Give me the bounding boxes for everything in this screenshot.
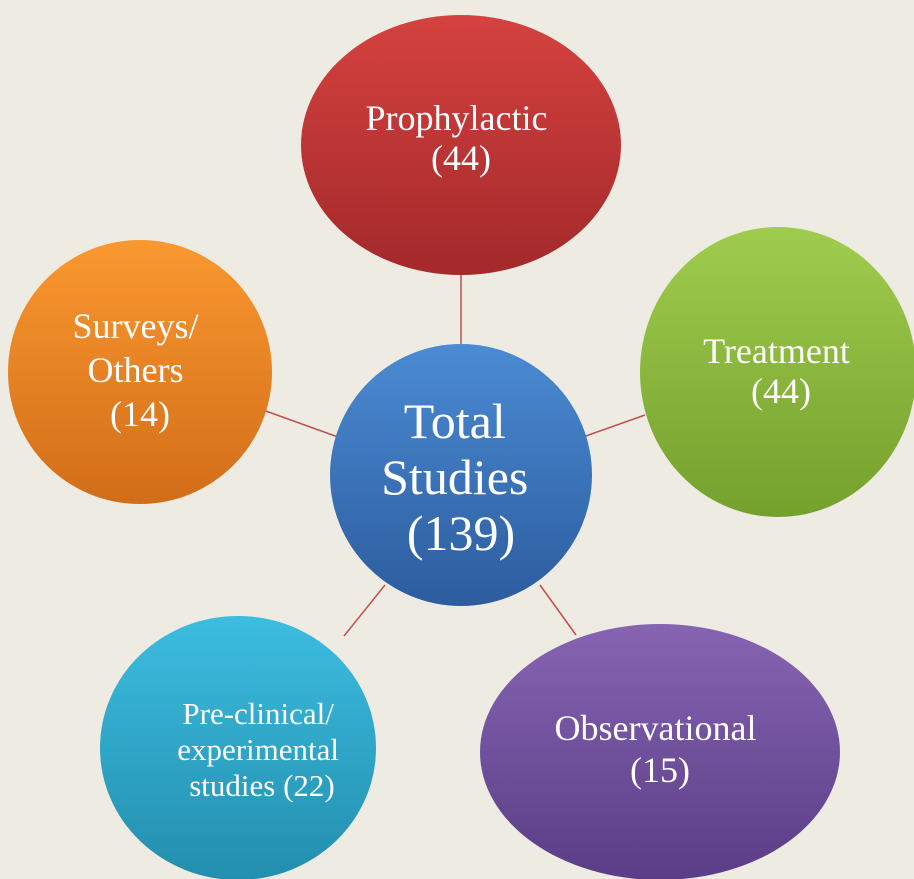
node-circle [301, 15, 621, 275]
label-line: Surveys/ [73, 306, 199, 346]
center-label: Total Studies (139) [381, 393, 541, 561]
spoke [582, 414, 646, 438]
label-line: (14) [110, 394, 170, 434]
label-line: (44) [431, 138, 491, 178]
label-line: Studies [381, 449, 528, 505]
node-label: Observational (15) [555, 708, 766, 790]
label-line: (139) [407, 505, 515, 561]
label-line: (15) [630, 750, 690, 790]
label-line: Others [88, 350, 184, 390]
node-circle [100, 616, 376, 879]
label-line: (44) [751, 371, 811, 411]
label-line: experimental [177, 732, 339, 767]
spoke [539, 584, 577, 636]
label-line: Total [404, 393, 506, 449]
label-line: Observational [555, 708, 757, 748]
center-circle [330, 344, 592, 606]
node-label: Prophylactic (44) [366, 98, 557, 178]
node-label: Surveys/ Others (14) [73, 306, 208, 434]
label-line: studies (22) [189, 768, 335, 803]
label-line: Pre-clinical/ [182, 696, 334, 731]
node-label: Treatment (44) [703, 331, 859, 411]
label-line: Prophylactic [366, 98, 548, 138]
node-circle [640, 227, 914, 517]
spoke [343, 584, 386, 637]
spoke [262, 409, 339, 438]
node-label: Pre-clinical/ experimental studies (22) [177, 696, 347, 803]
spokes [262, 275, 646, 637]
label-line: Treatment [703, 331, 850, 371]
node-circle [8, 240, 272, 504]
node-circle [480, 624, 840, 879]
